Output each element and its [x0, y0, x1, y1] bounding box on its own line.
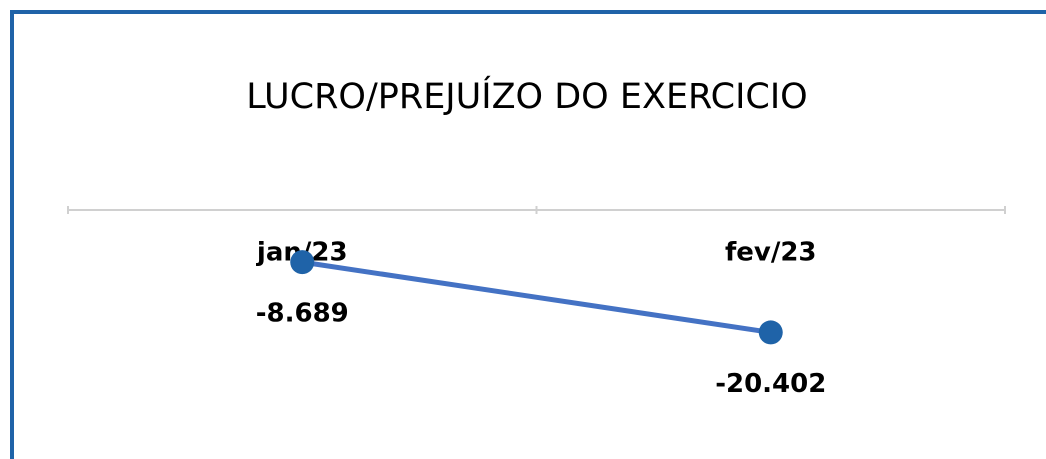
- data-line: [301, 259, 772, 335]
- data-label: -8.689: [256, 299, 349, 329]
- frame: [10, 10, 1046, 459]
- data-point: [290, 250, 315, 275]
- data-point: [758, 320, 783, 345]
- chart-title: LUCRO/PREJUÍZO DO EXERCICIO: [246, 75, 807, 117]
- x-tick-label: fev/23: [725, 238, 817, 268]
- data-label: -20.402: [715, 369, 826, 399]
